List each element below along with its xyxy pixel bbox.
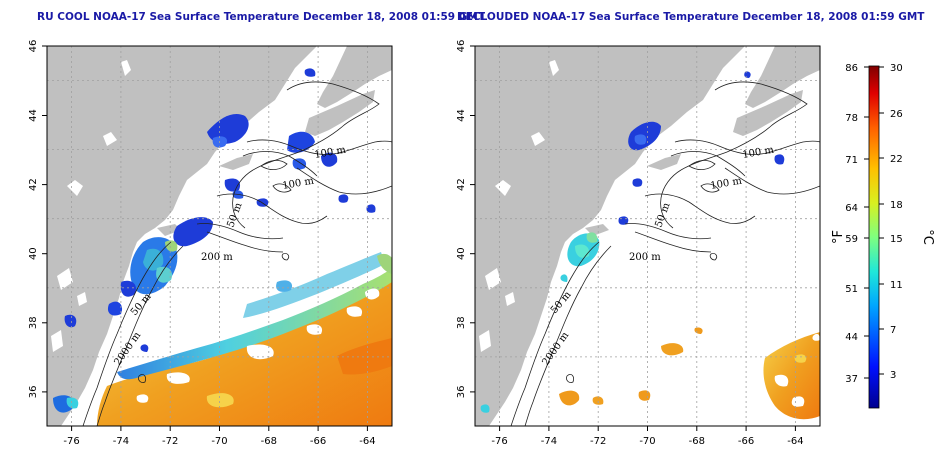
lat-tick-label: 40 [28, 247, 39, 260]
celsius-tick: 7 [890, 325, 896, 336]
temperature-colorbar: 86 78 71 64 59 51 44 37 30 26 22 18 15 1… [831, 63, 935, 409]
contour-label-200m: 200 m [629, 252, 661, 263]
celsius-tick-labels: 30 26 22 18 15 11 7 3 [890, 63, 903, 381]
lat-tick-label: 42 [456, 178, 467, 191]
left-map-panel: 100 m 100 m 50 m 200 m 50 m 2000 m -76 -… [28, 40, 393, 447]
celsius-unit-label: °C [920, 229, 935, 245]
lat-tick-label: 42 [28, 178, 39, 191]
fahrenheit-tick: 64 [845, 203, 858, 214]
lon-tick-label: -64 [787, 436, 803, 447]
fahrenheit-tick: 44 [845, 332, 858, 343]
left-axis-ticks [42, 45, 368, 431]
lat-tick-label: 40 [456, 247, 467, 260]
fahrenheit-tick: 59 [845, 234, 858, 245]
celsius-tick: 11 [890, 280, 903, 291]
lon-tick-label: -72 [162, 436, 178, 447]
lon-tick-label: -74 [541, 436, 557, 447]
lon-tick-label: -76 [491, 436, 507, 447]
lon-tick-label: -66 [310, 436, 326, 447]
right-lon-tick-labels: -76 -74 -72 -70 -68 -66 -64 [491, 436, 803, 447]
lon-tick-label: -70 [639, 436, 655, 447]
lon-tick-label: -70 [211, 436, 227, 447]
lon-tick-label: -64 [359, 436, 375, 447]
lat-tick-label: 38 [456, 316, 467, 329]
lat-tick-label: 46 [456, 40, 467, 53]
lat-tick-label: 36 [456, 386, 467, 399]
celsius-tick: 26 [890, 109, 903, 120]
lon-tick-label: -74 [113, 436, 129, 447]
contour-label-200m: 200 m [201, 252, 233, 263]
lat-tick-label: 44 [28, 109, 39, 122]
fahrenheit-tick: 71 [845, 155, 858, 166]
lat-tick-label: 36 [28, 386, 39, 399]
left-map-title: RU COOL NOAA-17 Sea Surface Temperature … [37, 11, 485, 23]
left-graticule [47, 46, 392, 426]
fahrenheit-tick: 78 [845, 113, 858, 124]
lat-tick-label: 44 [456, 109, 467, 122]
lon-tick-label: -68 [689, 436, 705, 447]
fahrenheit-tick: 51 [845, 284, 858, 295]
fahrenheit-tick-labels: 86 78 71 64 59 51 44 37 [845, 63, 858, 385]
lon-tick-label: -76 [63, 436, 79, 447]
lon-tick-label: -72 [590, 436, 606, 447]
celsius-tick: 30 [890, 63, 903, 74]
celsius-tick: 15 [890, 234, 903, 245]
right-sst-cold-patches [480, 71, 785, 413]
celsius-tick: 22 [890, 154, 903, 165]
right-lat-tick-labels: 46 44 42 40 38 36 [456, 40, 467, 399]
fahrenheit-unit-label: °F [831, 230, 846, 244]
celsius-tick: 3 [890, 370, 896, 381]
lat-tick-label: 38 [28, 316, 39, 329]
right-map-panel: 100 m 100 m 50 m 200 m 50 m 2000 m -76 -… [456, 40, 821, 447]
left-lat-tick-labels: 46 44 42 40 38 36 [28, 40, 39, 399]
right-graticule [475, 46, 820, 426]
right-axis-ticks [470, 45, 796, 431]
fahrenheit-tick: 86 [845, 63, 858, 74]
right-sst-warm-region [559, 327, 820, 420]
right-map-title: DECLOUDED NOAA-17 Sea Surface Temperatur… [457, 11, 925, 23]
left-lon-tick-labels: -76 -74 -72 -70 -68 -66 -64 [63, 436, 375, 447]
lat-tick-label: 46 [28, 40, 39, 53]
fahrenheit-tick: 37 [845, 374, 858, 385]
colorbar-gradient [868, 65, 880, 409]
lon-tick-label: -66 [738, 436, 754, 447]
celsius-tick: 18 [890, 200, 903, 211]
lon-tick-label: -68 [261, 436, 277, 447]
